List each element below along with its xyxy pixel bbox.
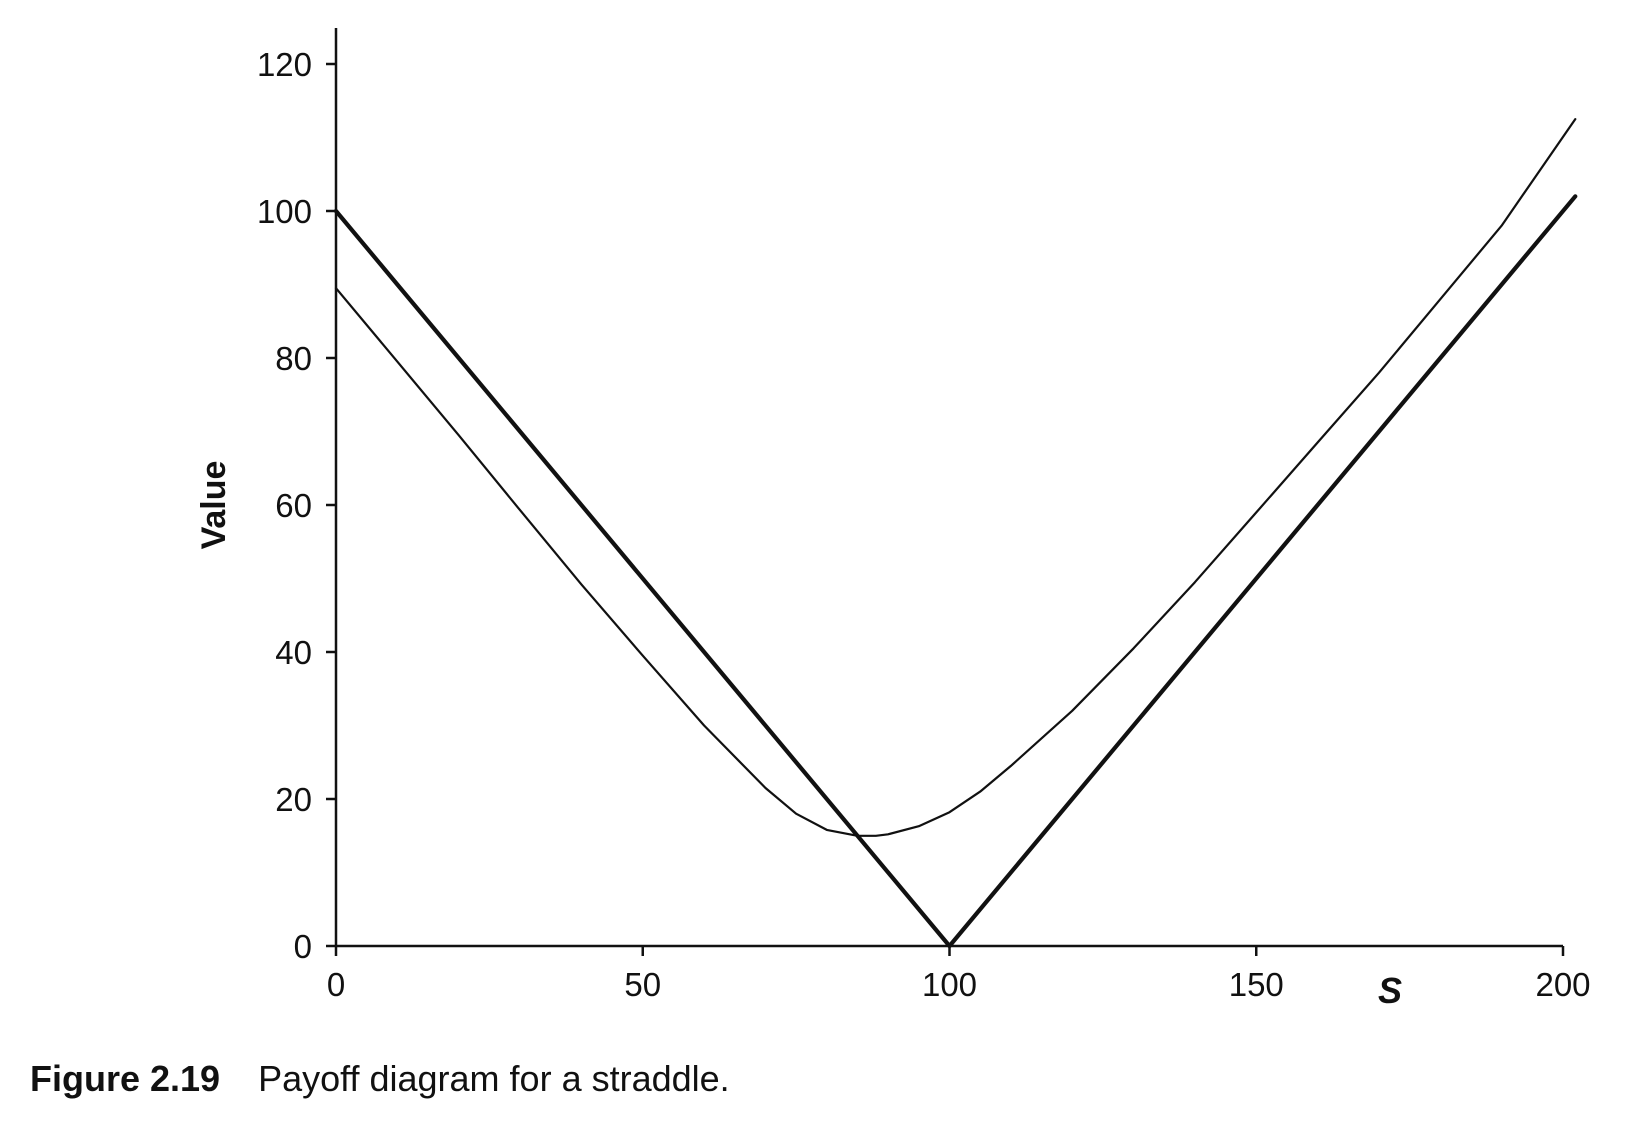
x-tick-label: 200 <box>1535 966 1590 1003</box>
x-axis-title: S <box>1378 970 1402 1011</box>
x-tick-label: 150 <box>1229 966 1284 1003</box>
y-tick-label: 60 <box>275 487 312 524</box>
y-tick-label: 100 <box>257 193 312 230</box>
caption-label: Figure 2.19 <box>30 1058 221 1099</box>
y-axis-title: Value <box>195 461 233 550</box>
y-tick-label: 120 <box>257 46 312 83</box>
payoff-chart: 0 20 40 60 80 100 120 0 50 100 150 200 Value S <box>195 28 1591 1011</box>
y-tick-label: 40 <box>275 634 312 671</box>
x-ticks: 0 50 100 150 200 <box>327 946 1591 1003</box>
y-tick-label: 0 <box>294 928 312 965</box>
series-layer <box>333 117 1578 949</box>
caption-text: Payoff diagram for a straddle. <box>258 1058 730 1099</box>
x-tick-label: 50 <box>624 966 661 1003</box>
figure-caption: Figure 2.19 Payoff diagram for a straddle… <box>30 1058 730 1100</box>
y-tick-label: 20 <box>275 781 312 818</box>
payoff-at-expiry-line <box>333 194 1578 949</box>
y-ticks: 0 20 40 60 80 100 120 <box>257 46 336 965</box>
value-before-expiry-line <box>334 117 1577 837</box>
y-tick-label: 80 <box>275 340 312 377</box>
x-tick-label: 0 <box>327 966 345 1003</box>
x-tick-label: 100 <box>922 966 977 1003</box>
